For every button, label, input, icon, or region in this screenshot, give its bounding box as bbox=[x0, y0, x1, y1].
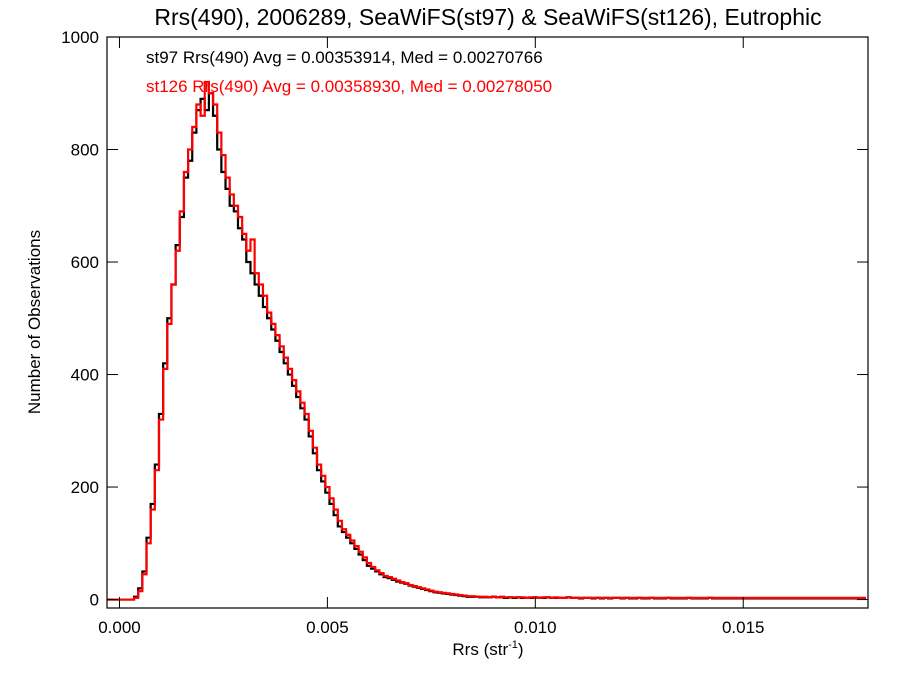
y-tick-label: 1000 bbox=[61, 28, 99, 47]
y-tick-label: 800 bbox=[71, 141, 99, 160]
y-tick-label: 0 bbox=[90, 591, 99, 610]
y-tick-label: 400 bbox=[71, 366, 99, 385]
series-layer bbox=[107, 80, 866, 601]
x-tick-label: 0.015 bbox=[722, 618, 765, 637]
annotation-st97: st97 Rrs(490) Avg = 0.00353914, Med = 0.… bbox=[146, 48, 543, 67]
y-tick-label: 200 bbox=[71, 478, 99, 497]
y-axis-label: Number of Observations bbox=[25, 230, 44, 414]
x-tick-label: 0.005 bbox=[306, 618, 349, 637]
x-tick-label: 0.000 bbox=[98, 618, 141, 637]
axis-layer: 0.000 0.005 0.010 0.015 0 200 400 600 800 1000 bbox=[61, 28, 868, 637]
plot-frame bbox=[106, 36, 869, 609]
annotation-st126: st126 Rrs(490) Avg = 0.00358930, Med = 0… bbox=[146, 77, 552, 96]
y-tick-label: 600 bbox=[71, 253, 99, 272]
x-axis-label: Rrs (str-1) bbox=[452, 639, 523, 659]
chart-title: Rrs(490), 2006289, SeaWiFS(st97) & SeaWi… bbox=[154, 4, 821, 30]
histogram-series-1 bbox=[107, 80, 866, 601]
x-tick-label: 0.010 bbox=[514, 618, 557, 637]
histogram-series-0 bbox=[107, 92, 866, 601]
